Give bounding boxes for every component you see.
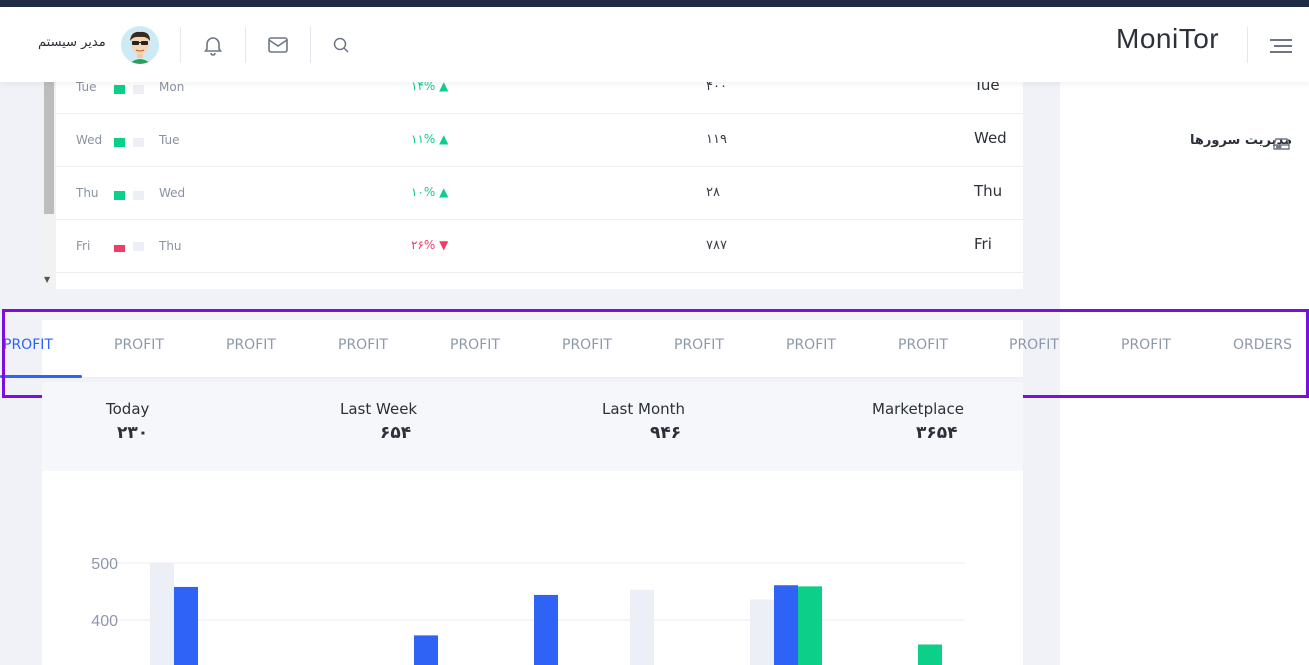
bar-chart: 400 500 xyxy=(91,556,965,665)
legend-square xyxy=(133,242,144,251)
tab-orders[interactable]: ORDERS xyxy=(1233,337,1292,353)
y-tick-label: 400 xyxy=(91,613,118,630)
tabs-card xyxy=(42,320,1023,378)
legend-square xyxy=(114,138,125,147)
caret-up-icon: ▲ xyxy=(439,185,449,199)
bar-green[interactable] xyxy=(918,644,942,665)
bar-blue[interactable] xyxy=(534,594,558,665)
y-tick-label: 500 xyxy=(91,556,118,573)
active-tab-indicator xyxy=(0,375,82,378)
table-row: Thu Wed ۱۰% ▲ ۲۸ Thu xyxy=(56,167,1023,220)
tab-profit[interactable]: PROFIT xyxy=(226,337,276,353)
tab-profit[interactable]: PROFIT xyxy=(898,337,948,353)
change-percent: ۱۱% ▲ xyxy=(411,132,449,146)
legend-square xyxy=(114,85,125,94)
tab-profit[interactable]: PROFIT xyxy=(562,337,612,353)
scroll-down-arrow[interactable]: ▼ xyxy=(44,275,51,284)
to-day: Mon xyxy=(159,80,185,94)
stat-value-marketplace: ۳۶۵۴ xyxy=(916,423,958,443)
row-value: ۴۰۰ xyxy=(706,79,727,94)
mail-icon[interactable] xyxy=(267,34,289,56)
from-day: Thu xyxy=(76,186,99,200)
legend-square xyxy=(133,85,144,94)
tab-profit[interactable]: PROFIT xyxy=(1009,337,1059,353)
stat-label-last-month: Last Month xyxy=(602,400,686,418)
stats-panel xyxy=(42,382,1023,471)
stat-value-today: ۲۳۰ xyxy=(117,423,149,443)
menu-icon[interactable] xyxy=(1270,39,1292,55)
table-row: Wed Tue ۱۱% ▲ ۱۱۹ Wed xyxy=(56,114,1023,167)
caret-down-icon: ▼ xyxy=(439,238,449,252)
server-icon xyxy=(1273,136,1290,150)
comparison-table xyxy=(42,82,1023,289)
bar-gray[interactable] xyxy=(150,563,174,665)
row-day: Thu xyxy=(974,182,1003,200)
stat-value-last-week: ۶۵۴ xyxy=(380,423,412,443)
caret-up-icon: ▲ xyxy=(439,132,449,146)
divider xyxy=(310,27,311,63)
header: مدیر سیستم MoniTor xyxy=(0,7,1309,82)
table-row: Tue Mon ۱۴% ▲ ۴۰۰ Tue xyxy=(56,61,1023,114)
table-row: Fri Thu ۲۶% ▼ ۷۸۷ Fri xyxy=(56,220,1023,273)
bar-blue[interactable] xyxy=(414,635,438,665)
change-percent: ۱۴% ▲ xyxy=(411,79,449,93)
change-percent: ۲۶% ▼ xyxy=(411,238,449,252)
to-day: Wed xyxy=(159,186,186,200)
to-day: Tue xyxy=(159,133,180,147)
avatar[interactable] xyxy=(121,26,159,64)
bar-blue[interactable] xyxy=(774,585,798,665)
row-value: ۷۸۷ xyxy=(706,238,727,253)
stat-label-marketplace: Marketplace xyxy=(872,400,964,418)
stat-label-last-week: Last Week xyxy=(340,400,418,418)
row-day: Wed xyxy=(974,129,1007,147)
from-day: Tue xyxy=(76,80,97,94)
tab-profit[interactable]: PROFIT xyxy=(1121,337,1171,353)
tab-profit[interactable]: PROFIT xyxy=(450,337,500,353)
sidebar-item-servers[interactable]: مدیریت سرورها xyxy=(1190,133,1293,148)
caret-up-icon: ▲ xyxy=(439,79,449,93)
stat-value-last-month: ۹۴۶ xyxy=(650,423,682,443)
scrollbar-thumb[interactable] xyxy=(44,82,54,214)
tab-profit[interactable]: PROFIT xyxy=(338,337,388,353)
bar-green[interactable] xyxy=(798,586,822,665)
stat-label-today: Today xyxy=(106,400,150,418)
legend-square xyxy=(133,191,144,200)
row-day: Fri xyxy=(974,235,992,253)
from-day: Fri xyxy=(76,239,91,253)
tab-profit[interactable]: PROFIT xyxy=(786,337,836,353)
bar-blue[interactable] xyxy=(174,586,198,665)
sidebar xyxy=(1060,82,1309,665)
legend-square xyxy=(114,245,125,252)
divider xyxy=(1247,27,1248,63)
bar-gray[interactable] xyxy=(750,599,774,665)
search-icon[interactable] xyxy=(332,36,354,58)
legend-square xyxy=(133,138,144,147)
row-value: ۲۸ xyxy=(706,185,720,200)
chart-card xyxy=(42,471,1023,665)
tab-profit[interactable]: PROFIT xyxy=(674,337,724,353)
divider xyxy=(180,27,181,63)
bell-icon[interactable] xyxy=(202,34,224,56)
change-percent: ۱۰% ▲ xyxy=(411,185,449,199)
from-day: Wed xyxy=(76,133,103,147)
legend-square xyxy=(114,191,125,200)
tab-profit[interactable]: PROFIT xyxy=(114,337,164,353)
row-value: ۱۱۹ xyxy=(706,132,727,147)
top-strip xyxy=(0,0,1309,7)
brand-logo[interactable]: MoniTor xyxy=(1116,23,1220,54)
divider xyxy=(245,27,246,63)
tab-profit[interactable]: PROFIT xyxy=(3,337,53,353)
bar-gray[interactable] xyxy=(630,589,654,665)
user-name[interactable]: مدیر سیستم xyxy=(38,35,106,50)
to-day: Thu xyxy=(159,239,182,253)
